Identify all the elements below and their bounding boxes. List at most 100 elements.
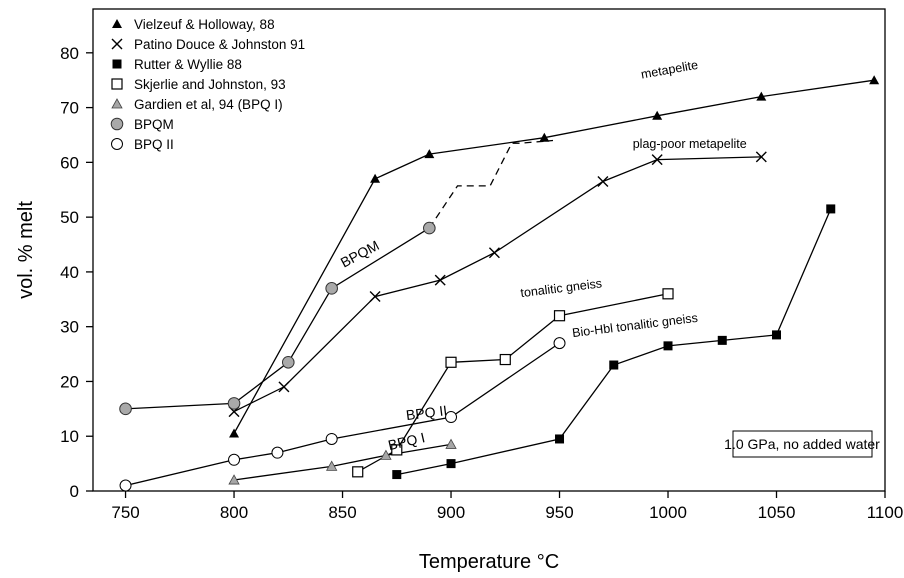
legend-label-1: Patino Douce & Johnston 91: [134, 37, 305, 52]
data-point: [446, 459, 456, 469]
data-point: [119, 479, 132, 492]
data-point: [652, 110, 663, 120]
y-tick-label: 60: [60, 153, 79, 172]
data-point: [434, 274, 446, 286]
series-label-1: plag-poor metapelite: [633, 137, 747, 151]
data-point: [391, 444, 403, 456]
data-point: [325, 432, 338, 445]
plot-frame: [92, 8, 886, 492]
data-point: [445, 411, 458, 424]
series-markers-7: [119, 337, 566, 492]
x-tick-label: 950: [545, 503, 573, 522]
legend-label-4: Gardien et al, 94 (BPQ I): [134, 97, 283, 112]
data-point: [663, 341, 673, 351]
data-point: [756, 91, 767, 101]
data-point: [227, 397, 241, 410]
data-point: [352, 466, 364, 478]
series-label-4: BPQM: [338, 237, 382, 270]
data-point: [271, 446, 284, 459]
data-point: [281, 355, 295, 369]
series-label-3: Bio-Hbl tonalitic gneiss: [571, 311, 698, 340]
data-point: [423, 221, 436, 235]
data-point: [597, 176, 609, 188]
x-tick-label: 800: [220, 503, 248, 522]
series-line-3: [357, 293, 669, 473]
y-tick-label: 10: [60, 427, 79, 446]
legend-marker-3: [111, 78, 123, 90]
x-tick-label: 1000: [649, 503, 687, 522]
legend-marker-5: [110, 117, 124, 131]
y-tick-label: 20: [60, 372, 79, 391]
data-point: [662, 288, 674, 300]
y-tick-label: 70: [60, 99, 79, 118]
legend-marker-1: [111, 38, 123, 50]
series-line-0: [233, 79, 875, 434]
data-point: [119, 402, 132, 416]
data-point: [392, 470, 402, 480]
data-point: [826, 204, 836, 214]
data-point: [553, 337, 566, 350]
data-point: [424, 149, 435, 159]
series-markers-0: [229, 75, 880, 438]
series-label-0: metapelite: [640, 58, 699, 82]
data-point: [228, 453, 241, 466]
series-line-5: [125, 227, 430, 410]
legend-marker-6: [111, 138, 123, 150]
data-point: [370, 173, 381, 183]
series-markers-5: [119, 221, 436, 416]
series-line-6: [428, 139, 554, 229]
y-tick-label: 30: [60, 318, 79, 337]
x-tick-label: 750: [111, 503, 139, 522]
legend-label-3: Skjerlie and Johnston, 93: [134, 77, 286, 92]
data-point: [772, 330, 782, 340]
series-line-7: [125, 342, 560, 487]
series-label-2: tonalitic gneiss: [520, 276, 603, 300]
data-point: [755, 151, 767, 163]
legend-marker-4: [111, 98, 123, 109]
y-axis-title: vol. % melt: [15, 201, 37, 299]
data-point: [717, 335, 727, 345]
data-point: [555, 434, 565, 444]
series-markers: [119, 75, 880, 492]
series-markers-3: [352, 288, 674, 478]
data-point: [445, 438, 457, 449]
data-point: [869, 75, 880, 85]
series-markers-1: [228, 151, 767, 418]
x-tick-label: 850: [328, 503, 356, 522]
data-point: [369, 291, 381, 303]
series-markers-2: [392, 204, 836, 480]
y-tick-label: 40: [60, 263, 79, 282]
data-point: [278, 381, 290, 393]
series-label-5: BPQ II: [405, 402, 448, 423]
note-text: 1.0 GPa, no added water: [724, 436, 880, 452]
series-line-4: [233, 443, 452, 481]
data-point: [539, 132, 550, 142]
axes: 750 800 850 900 950 1000 1050 1100 0 10 20 30 40 50 60…: [15, 8, 904, 573]
legend-label-0: Vielzeuf & Holloway, 88: [134, 17, 275, 32]
x-tick-label: 1100: [867, 503, 904, 522]
legend: Vielzeuf & Holloway, 88 Patino Douce & Jo…: [110, 17, 305, 152]
data-point: [553, 310, 566, 322]
legend-marker-0: [112, 19, 122, 28]
x-axis-title: Temperature °C: [419, 551, 559, 573]
x-tick-label: 1050: [758, 503, 796, 522]
y-tick-label: 0: [70, 482, 79, 501]
data-point: [609, 360, 619, 370]
series-line-1: [233, 156, 762, 413]
y-tick-label: 50: [60, 208, 79, 227]
series-line-2: [396, 208, 832, 476]
data-point: [499, 353, 511, 366]
condition-note: 1.0 GPa, no added water: [724, 430, 880, 458]
series-labels: metapelite plag-poor metapelite tonalitic …: [338, 58, 747, 453]
data-point: [651, 154, 663, 166]
data-point: [228, 474, 240, 485]
data-point: [325, 282, 338, 295]
data-point: [229, 428, 240, 438]
data-point: [488, 247, 500, 259]
series-markers-4: [228, 438, 457, 485]
data-point: [326, 460, 338, 471]
y-tick-label: 80: [60, 44, 79, 63]
note-box: [732, 430, 873, 458]
series-lines: [125, 79, 875, 487]
